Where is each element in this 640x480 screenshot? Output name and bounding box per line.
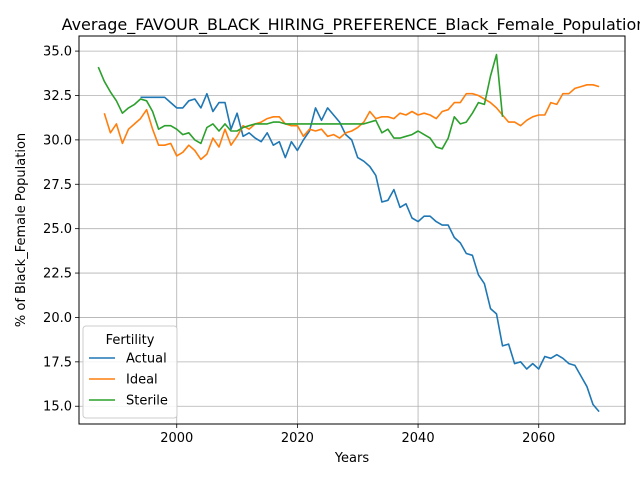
legend-label-sterile: Sterile [126,394,168,409]
chart-title: Average_FAVOUR_BLACK_HIRING_PREFERENCE_B… [62,15,640,35]
axis-ticks: 2000 2020 2040 2060 15.0 17.5 20.0 22.5 25.0 27.5… [43,45,555,446]
legend: Fertility Actual Ideal Sterile [82,325,178,419]
y-tick-label: 15.0 [43,400,72,415]
legend-box [82,325,178,419]
y-tick-label: 35.0 [43,45,72,60]
x-tick-label: 2040 [402,431,435,446]
legend-title: Fertility [106,333,155,348]
y-tick-label: 27.5 [43,178,72,193]
y-axis-label: % of Black_Female Population [14,133,29,327]
y-tick-label: 30.0 [43,133,72,148]
series-line-sterile [97,53,504,150]
series-lines [97,53,600,413]
y-tick-label: 20.0 [43,311,72,326]
y-tick-label: 22.5 [43,267,72,282]
x-tick-label: 2000 [160,431,193,446]
legend-label-ideal: Ideal [126,373,158,388]
y-tick-label: 32.5 [43,89,72,104]
x-tick-label: 2060 [522,431,555,446]
y-tick-label: 17.5 [43,355,72,370]
legend-label-actual: Actual [126,352,167,367]
x-tick-label: 2020 [281,431,314,446]
x-axis-label: Years [334,451,370,466]
plot-area-frame [78,35,626,425]
legend-items: Actual Ideal Sterile [89,352,168,409]
series-line-ideal [103,84,600,161]
y-tick-label: 25.0 [43,222,72,237]
series-line-actual [140,92,600,413]
